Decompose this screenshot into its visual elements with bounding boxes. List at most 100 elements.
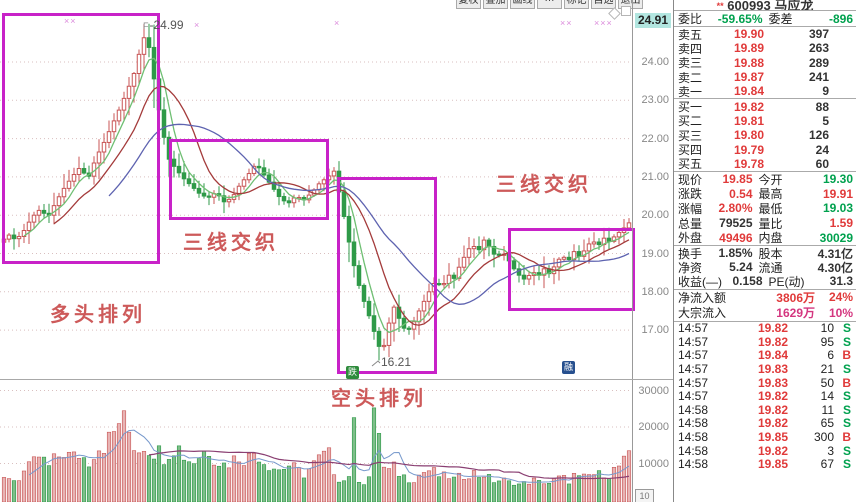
candle-body <box>441 283 447 286</box>
candle-body <box>241 179 247 187</box>
candle-body <box>16 236 22 240</box>
ask-price[interactable]: 19.89 <box>733 41 764 56</box>
candle-body <box>511 260 517 270</box>
ask-row-3: 卖三 19.88 289 <box>674 55 856 71</box>
volume-bar <box>326 447 332 502</box>
volume-bar <box>291 462 297 502</box>
chart-canvas[interactable] <box>0 0 632 502</box>
tick-side: S <box>842 443 851 458</box>
tick-price: 19.82 <box>757 389 788 404</box>
candle-body <box>31 214 37 223</box>
axis-top-price-tag: 24.91 <box>635 13 671 28</box>
candle-body <box>66 180 72 189</box>
volume-bar <box>31 456 37 502</box>
toolbar-button-6[interactable]: 自选 <box>591 0 616 9</box>
ask-price[interactable]: 19.90 <box>733 27 764 42</box>
tick-row-2: 14:57 19.82 95 S <box>674 335 856 349</box>
tick-row-8: 14:58 19.82 65 S <box>674 416 856 431</box>
tick-price: 19.83 <box>757 362 788 377</box>
watermark-mark: × <box>194 20 201 30</box>
pane-divider <box>0 379 673 380</box>
watermark-mark: ×× <box>560 18 573 28</box>
volume-bar <box>466 478 472 502</box>
volume-bar <box>131 450 137 502</box>
tick-volume: 10 <box>820 321 834 336</box>
volume-bar <box>381 466 387 502</box>
volume-bar <box>341 480 347 502</box>
tick-price: 19.85 <box>757 430 788 445</box>
bid-volume: 126 <box>808 128 829 143</box>
bid-row-3: 买三 19.80 126 <box>674 128 856 143</box>
tick-volume: 3 <box>827 443 834 458</box>
volume-bar <box>596 470 602 502</box>
candle-body <box>236 185 242 196</box>
tick-side: S <box>842 416 851 431</box>
bid-label: 买四 <box>678 143 703 158</box>
kline-chart[interactable]: 多头排列 三线交织 空头排列 三线交织 F-24.99 16.21 跌融 ×× × × ×× ××× <box>0 0 635 502</box>
info-value: 19.85 <box>722 172 753 187</box>
volume-bar <box>126 431 132 502</box>
candle-body <box>151 46 157 80</box>
ask-price[interactable]: 19.87 <box>733 70 764 85</box>
tick-row-10: 14:58 19.82 3 S <box>674 444 856 458</box>
volume-bar <box>356 482 362 502</box>
event-flag-badge-2[interactable]: 融 <box>562 361 575 374</box>
volume-bar <box>621 455 627 502</box>
ask-price[interactable]: 19.84 <box>733 84 764 99</box>
stat-value: 31.3 <box>829 274 853 289</box>
ask-row-1: 卖五 19.90 397 <box>674 27 856 42</box>
volume-bar <box>121 410 127 502</box>
info-value: 1.59 <box>829 216 854 231</box>
tick-price: 19.82 <box>757 416 788 431</box>
volume-bar <box>81 457 87 502</box>
candle-body <box>326 175 332 181</box>
candle-body <box>341 191 347 217</box>
volume-bar <box>361 484 367 502</box>
toolbar-button-1[interactable]: 复权 <box>456 0 481 9</box>
volume-bar <box>581 473 587 502</box>
toolbar-button-5[interactable]: 标记 <box>564 0 589 9</box>
candle-body <box>521 274 527 280</box>
candle-body <box>331 170 337 177</box>
ask-volume: 241 <box>808 70 829 85</box>
bid-price[interactable]: 19.82 <box>733 99 764 114</box>
volume-bar <box>546 482 552 502</box>
event-flag-badge-1[interactable]: 跌 <box>346 366 359 379</box>
candle-body <box>116 109 122 122</box>
volume-bar <box>76 458 82 502</box>
tick-volume: 14 <box>820 389 834 404</box>
candle-body <box>246 173 252 181</box>
bid-volume: 60 <box>815 156 829 171</box>
info-label: 最高 <box>758 187 783 202</box>
toolbar-button-4[interactable]: ··· <box>537 0 562 9</box>
stat-row-2: 净资 5.24 流通 4.30亿 <box>674 260 856 275</box>
volume-axis-label: 10000 <box>638 457 669 470</box>
volume-bar <box>331 474 337 502</box>
divider <box>674 320 856 322</box>
weibi-value: -59.65% <box>717 11 763 26</box>
tick-list: 14:57 19.82 10 S 14:57 19.82 95 S 14:57 19.84 6 B 14… <box>674 321 856 471</box>
candle-body <box>616 231 622 238</box>
bid-price[interactable]: 19.79 <box>733 142 764 157</box>
ask-volume: 397 <box>808 27 829 42</box>
volume-bar <box>346 476 352 502</box>
toolbar-button-3[interactable]: 画线 <box>510 0 535 9</box>
toolbar-button-2[interactable]: 叠加 <box>483 0 508 9</box>
volume-bar <box>251 452 257 502</box>
volume-bar <box>406 482 412 502</box>
info-label: 最低 <box>758 201 783 216</box>
candle-body <box>626 222 632 229</box>
bid-price[interactable]: 19.78 <box>733 156 764 171</box>
volume-bar <box>601 477 607 502</box>
candle-body <box>576 251 582 257</box>
volume-bar <box>536 480 542 502</box>
ask-price[interactable]: 19.88 <box>733 55 764 70</box>
candle-body <box>196 187 202 194</box>
candle-body <box>421 300 427 312</box>
candle-body <box>491 245 497 255</box>
bid-price[interactable]: 19.80 <box>733 128 764 143</box>
bid-price[interactable]: 19.81 <box>733 113 764 128</box>
volume-bar <box>221 462 227 502</box>
tick-price: 19.82 <box>757 443 788 458</box>
volume-bar <box>616 465 622 502</box>
